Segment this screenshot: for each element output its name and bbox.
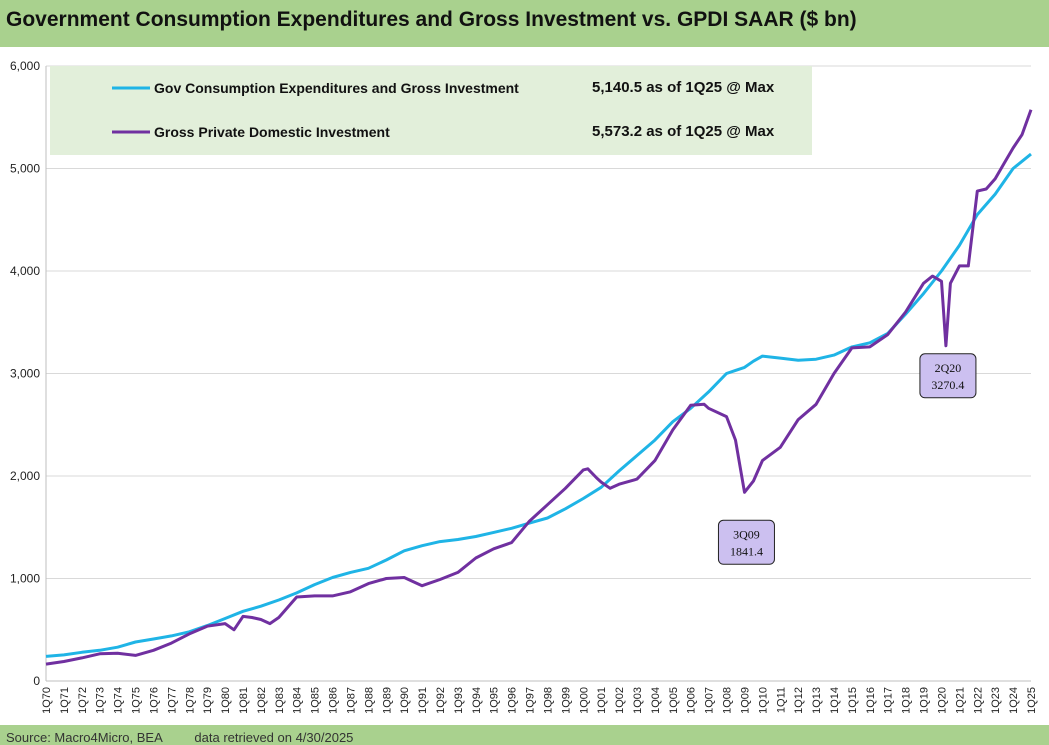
gpdi-line bbox=[45, 109, 1033, 666]
x-tick-label: 1Q75 bbox=[131, 687, 143, 714]
x-tick-label: 1Q89 bbox=[381, 687, 393, 714]
annotation-callout bbox=[717, 519, 775, 565]
x-tick-label: 1Q97 bbox=[525, 687, 537, 714]
x-tick-label: 1Q02 bbox=[614, 687, 626, 714]
chart-title: Government Consumption Expenditures and … bbox=[6, 8, 857, 31]
x-tick-label: 1Q18 bbox=[901, 687, 913, 714]
x-tick-label: 1Q73 bbox=[95, 687, 107, 714]
footer: Source: Macro4Micro, BEA data retrieved … bbox=[6, 730, 381, 745]
y-tick-label: 1,000 bbox=[10, 572, 40, 586]
x-tick-label: 1Q91 bbox=[417, 687, 429, 714]
legend-label: Gov Consumption Expenditures and Gross I… bbox=[154, 80, 519, 96]
legend-value-note: 5,573.2 as of 1Q25 @ Max bbox=[592, 123, 775, 140]
legend-value-note: 5,140.5 as of 1Q25 @ Max bbox=[592, 79, 775, 96]
x-tick-label: 1Q76 bbox=[148, 687, 160, 714]
chart-area: 0 1,000 2,000 3,000 4,000 5,000 6,000 1Q70 1Q71 1… bbox=[0, 47, 1049, 725]
x-tick-label: 1Q74 bbox=[113, 687, 125, 714]
x-tick-label: 1Q99 bbox=[560, 687, 572, 714]
x-tick-label: 1Q96 bbox=[507, 687, 519, 714]
x-tick-label: 1Q81 bbox=[238, 687, 250, 714]
x-tick-label: 1Q10 bbox=[757, 687, 769, 714]
x-tick-label: 1Q86 bbox=[328, 687, 340, 714]
x-tick-label: 1Q15 bbox=[847, 687, 859, 714]
legend-label: Gross Private Domestic Investment bbox=[154, 124, 390, 140]
title-bar: Government Consumption Expenditures and … bbox=[0, 0, 1049, 46]
x-tick-label: 1Q78 bbox=[184, 687, 196, 714]
annotation-value: 3270.4 bbox=[931, 378, 964, 392]
x-tick-label: 1Q07 bbox=[704, 687, 716, 714]
x-tick-label: 1Q16 bbox=[865, 687, 877, 714]
gov-expenditures-line bbox=[45, 152, 1032, 658]
y-tick-label: 4,000 bbox=[10, 264, 40, 278]
x-tick-label: 1Q06 bbox=[686, 687, 698, 714]
annotation-value: 1841.4 bbox=[730, 544, 763, 558]
x-tick-label: 1Q98 bbox=[542, 687, 554, 714]
x-tick-label: 1Q12 bbox=[793, 687, 805, 714]
y-tick-label: 5,000 bbox=[10, 162, 40, 176]
x-tick-label: 1Q20 bbox=[936, 687, 948, 714]
x-tick-label: 1Q19 bbox=[919, 687, 931, 714]
y-tick-label: 6,000 bbox=[10, 59, 40, 73]
x-tick-label: 1Q04 bbox=[650, 687, 662, 714]
annotation-period: 3Q09 bbox=[733, 527, 760, 541]
x-tick-label: 1Q90 bbox=[399, 687, 411, 714]
x-tick-label: 1Q22 bbox=[972, 687, 984, 714]
x-tick-label: 1Q00 bbox=[578, 687, 590, 714]
x-tick-label: 1Q25 bbox=[1026, 687, 1038, 714]
x-tick-label: 1Q79 bbox=[202, 687, 214, 714]
x-tick-label: 1Q01 bbox=[596, 687, 608, 714]
x-tick-label: 1Q23 bbox=[990, 687, 1002, 714]
x-tick-label: 1Q17 bbox=[883, 687, 895, 714]
x-tick-label: 1Q24 bbox=[1008, 687, 1020, 714]
x-tick-label: 1Q94 bbox=[471, 687, 483, 714]
y-tick-label: 2,000 bbox=[10, 469, 40, 483]
x-tick-label: 1Q84 bbox=[292, 687, 304, 714]
x-tick-label: 1Q09 bbox=[739, 687, 751, 714]
x-tick-label: 1Q80 bbox=[220, 687, 232, 714]
x-tick-label: 1Q08 bbox=[722, 687, 734, 714]
retrieved-note: data retrieved on 4/30/2025 bbox=[194, 730, 354, 745]
x-tick-label: 1Q11 bbox=[775, 687, 787, 713]
x-tick-label: 1Q85 bbox=[310, 687, 322, 714]
x-tick-label: 1Q70 bbox=[41, 687, 53, 714]
x-tick-label: 1Q95 bbox=[489, 687, 501, 714]
legend-box bbox=[50, 66, 812, 155]
x-tick-label: 1Q92 bbox=[435, 687, 447, 714]
x-tick-label: 1Q21 bbox=[954, 687, 966, 714]
x-tick-label: 1Q77 bbox=[166, 687, 178, 714]
x-tick-label: 1Q71 bbox=[59, 687, 71, 714]
x-tick-label: 1Q83 bbox=[274, 687, 286, 714]
x-tick-label: 1Q05 bbox=[668, 687, 680, 714]
y-tick-label: 3,000 bbox=[10, 367, 40, 381]
source-note: Source: Macro4Micro, BEA bbox=[6, 730, 163, 745]
x-tick-label: 1Q14 bbox=[829, 687, 841, 714]
line-chart: 0 1,000 2,000 3,000 4,000 5,000 6,000 1Q70 1Q71 1… bbox=[10, 59, 1038, 714]
x-tick-label: 1Q03 bbox=[632, 687, 644, 714]
x-tick-label: 1Q82 bbox=[256, 687, 268, 714]
x-tick-label: 1Q87 bbox=[345, 687, 357, 714]
annotation-period: 2Q20 bbox=[935, 361, 962, 375]
y-tick-label: 0 bbox=[33, 674, 40, 688]
x-tick-label: 1Q88 bbox=[363, 687, 375, 714]
x-tick-label: 1Q13 bbox=[811, 687, 823, 714]
annotation-callout bbox=[919, 353, 977, 399]
x-tick-label: 1Q72 bbox=[77, 687, 89, 714]
x-tick-label: 1Q93 bbox=[453, 687, 465, 714]
